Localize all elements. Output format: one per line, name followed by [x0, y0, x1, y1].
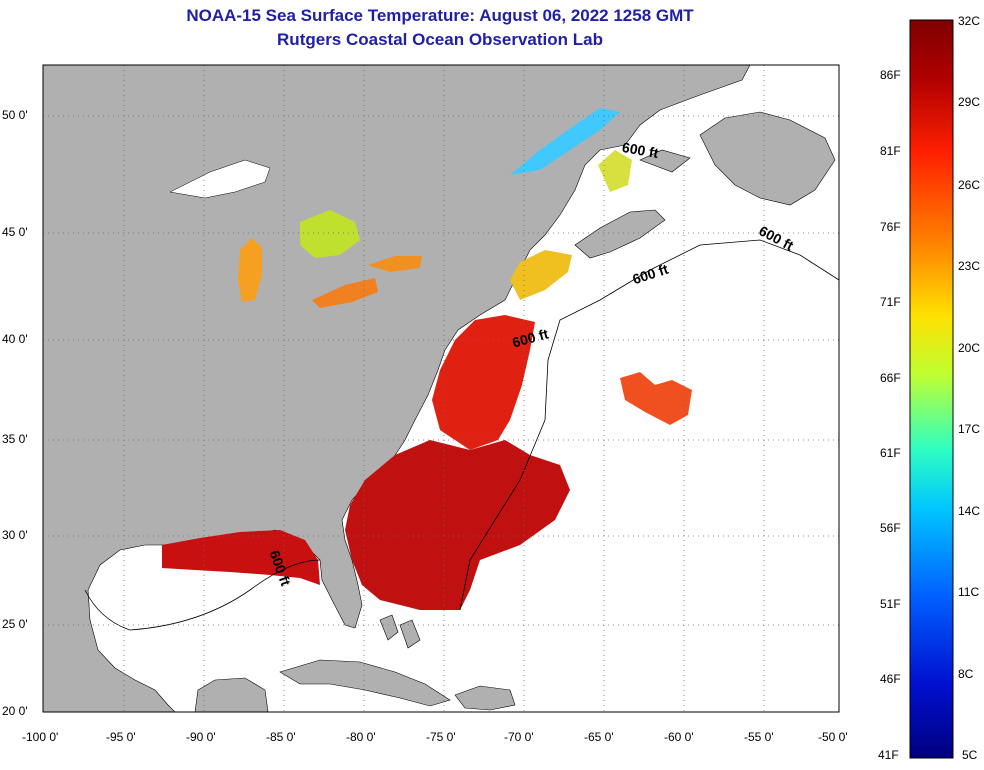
- colorbar-celsius-label: 5C: [962, 748, 978, 762]
- map-subtitle: Rutgers Coastal Ocean Observation Lab: [277, 30, 603, 49]
- sst-gulf-of-mexico: [162, 530, 320, 585]
- sst-lake-michigan: [238, 238, 262, 302]
- colorbar-celsius-label: 32C: [958, 14, 981, 28]
- lon-label: -80 0': [346, 730, 376, 744]
- map-title: NOAA-15 Sea Surface Temperature: August …: [186, 6, 694, 25]
- land-hispaniola: [454, 685, 516, 711]
- lat-label: 35 0': [2, 432, 28, 446]
- sst-offshore-patch: [620, 372, 692, 425]
- sst-mid-atlantic: [432, 315, 535, 450]
- lake-superior: [169, 159, 271, 199]
- colorbar-celsius-label: 11C: [958, 585, 980, 599]
- lon-label: -50 0': [818, 730, 848, 744]
- map-frame: [42, 64, 840, 713]
- lat-label: 50 0': [2, 108, 28, 122]
- lon-label: -85 0': [266, 730, 296, 744]
- land-cuba: [279, 659, 451, 707]
- colorbar-fahrenheit-label: 56F: [880, 521, 901, 535]
- colorbar-celsius-label: 26C: [958, 178, 981, 192]
- lon-label: -100 0': [22, 730, 59, 744]
- colorbar-fahrenheit-label: 76F: [880, 220, 901, 234]
- sst-southeast-atlantic: [345, 440, 570, 610]
- sst-st-lawrence: [510, 108, 620, 175]
- colorbar: [909, 19, 954, 759]
- lat-label: 25 0': [2, 617, 28, 631]
- sst-lake-erie: [312, 278, 378, 308]
- colorbar-fahrenheit-label: 66F: [880, 371, 901, 385]
- colorbar-fahrenheit-label: 71F: [880, 295, 901, 309]
- colorbar-fahrenheit-label: 61F: [880, 446, 901, 460]
- shelf-contour-line: [84, 559, 321, 631]
- colorbar-celsius-label: 20C: [958, 341, 981, 355]
- lon-label: -90 0': [186, 730, 216, 744]
- land-anticosti: [639, 149, 691, 173]
- land-nova-scotia: [574, 209, 666, 259]
- lon-label: -65 0': [584, 730, 614, 744]
- land-newfoundland: [699, 111, 836, 206]
- colorbar-fahrenheit-label: 41F: [878, 748, 899, 762]
- sst-lake-huron: [300, 210, 360, 258]
- colorbar-celsius-label: 23C: [958, 259, 981, 273]
- lat-label: 40 0': [2, 332, 28, 346]
- lat-label: 30 0': [2, 528, 28, 542]
- lon-label: -60 0': [664, 730, 694, 744]
- colorbar-fahrenheit-label: 81F: [880, 144, 901, 158]
- colorbar-fahrenheit-label: 86F: [880, 68, 901, 82]
- colorbar-fahrenheit-label: 46F: [880, 672, 901, 686]
- colorbar-celsius-label: 14C: [958, 504, 981, 518]
- lat-label: 20 0': [2, 704, 28, 718]
- sst-lake-ontario: [368, 256, 422, 272]
- colorbar-fahrenheit-label: 51F: [880, 597, 901, 611]
- sst-gulf-st-lawrence: [598, 150, 632, 192]
- sst-gulf-of-maine: [510, 250, 572, 300]
- lat-label: 45 0': [2, 225, 28, 239]
- colorbar-celsius-label: 29C: [958, 95, 981, 109]
- lon-label: -55 0': [744, 730, 774, 744]
- lon-label: -70 0': [504, 730, 534, 744]
- land-bahamas: [379, 614, 421, 649]
- colorbar-celsius-label: 8C: [958, 667, 974, 681]
- lon-label: -75 0': [426, 730, 456, 744]
- land-yucatan: [194, 677, 269, 712]
- shelf-contour-line: [459, 239, 839, 611]
- colorbar-celsius-label: 17C: [958, 422, 981, 436]
- lon-label: -95 0': [106, 730, 136, 744]
